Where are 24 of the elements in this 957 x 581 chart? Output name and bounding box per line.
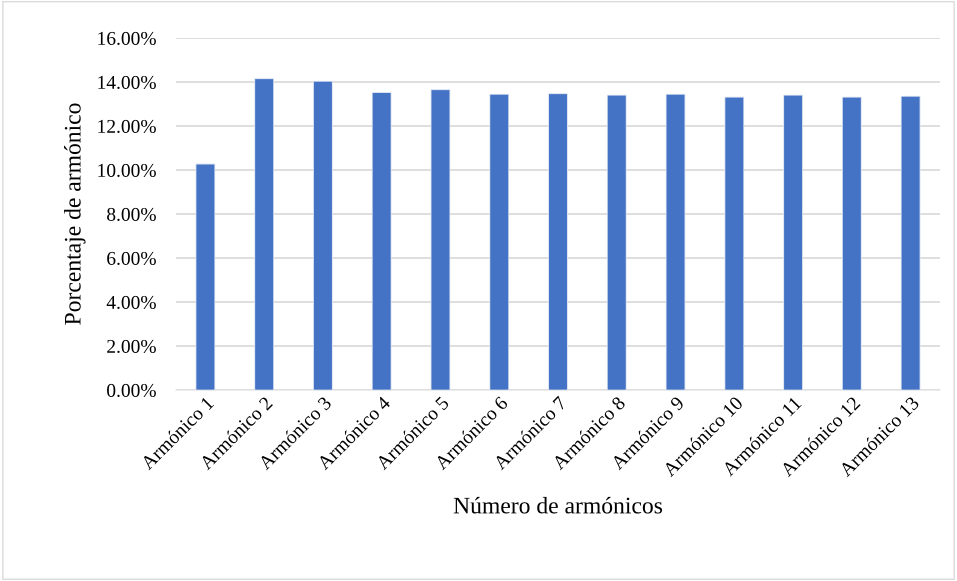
- y-tick-label: 12.00%: [98, 120, 156, 134]
- y-tick-label: 2.00%: [107, 340, 156, 354]
- y-tick-label: 16.00%: [98, 32, 156, 46]
- bar: [196, 164, 216, 390]
- bar: [724, 96, 744, 390]
- bar: [372, 92, 392, 390]
- bar: [783, 94, 803, 390]
- y-tick-label: 8.00%: [107, 208, 156, 222]
- bar: [489, 94, 510, 390]
- y-axis-title: Porcentaje de armónico: [64, 103, 86, 325]
- y-tick-label: 6.00%: [107, 252, 156, 266]
- bar: [666, 94, 686, 390]
- y-tick-label: 0.00%: [107, 384, 156, 398]
- bar: [313, 80, 333, 390]
- bar: [254, 78, 274, 390]
- y-tick-label: 10.00%: [98, 164, 156, 178]
- x-axis-title: Número de armónicos: [454, 496, 662, 514]
- bar: [548, 93, 568, 390]
- y-tick-label: 14.00%: [98, 76, 156, 90]
- bar: [842, 96, 862, 390]
- y-tick-label: 4.00%: [106, 296, 156, 310]
- bar: [606, 94, 627, 390]
- bar: [900, 96, 920, 390]
- bar: [430, 89, 450, 390]
